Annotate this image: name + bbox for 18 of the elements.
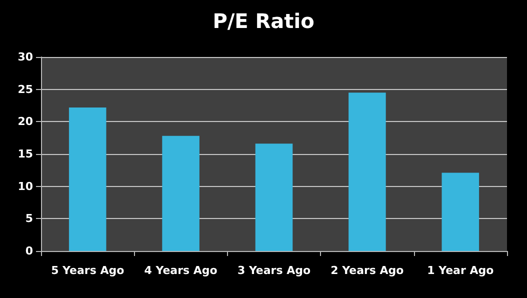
- y-tick-label: 5: [25, 212, 33, 226]
- x-tick-label: 4 Years Ago: [144, 264, 218, 277]
- x-tick-label: 5 Years Ago: [51, 264, 125, 277]
- chart-title: P/E Ratio: [212, 9, 314, 33]
- bar: [442, 172, 480, 251]
- bar: [68, 107, 106, 251]
- x-tick-label: 1 Year Ago: [427, 264, 494, 277]
- y-tick-label: 25: [18, 82, 33, 96]
- bar: [162, 136, 200, 251]
- y-tick-label: 15: [18, 148, 33, 160]
- bar: [348, 92, 386, 251]
- x-tick-label: 2 Years Ago: [330, 264, 404, 277]
- y-tick-label: 10: [18, 180, 34, 193]
- y-tick-label: 30: [18, 50, 34, 64]
- bar: [255, 144, 293, 251]
- y-tick-label: 0: [25, 244, 34, 258]
- y-tick-label: 20: [18, 115, 34, 128]
- x-tick-label: 3 Years Ago: [237, 264, 311, 277]
